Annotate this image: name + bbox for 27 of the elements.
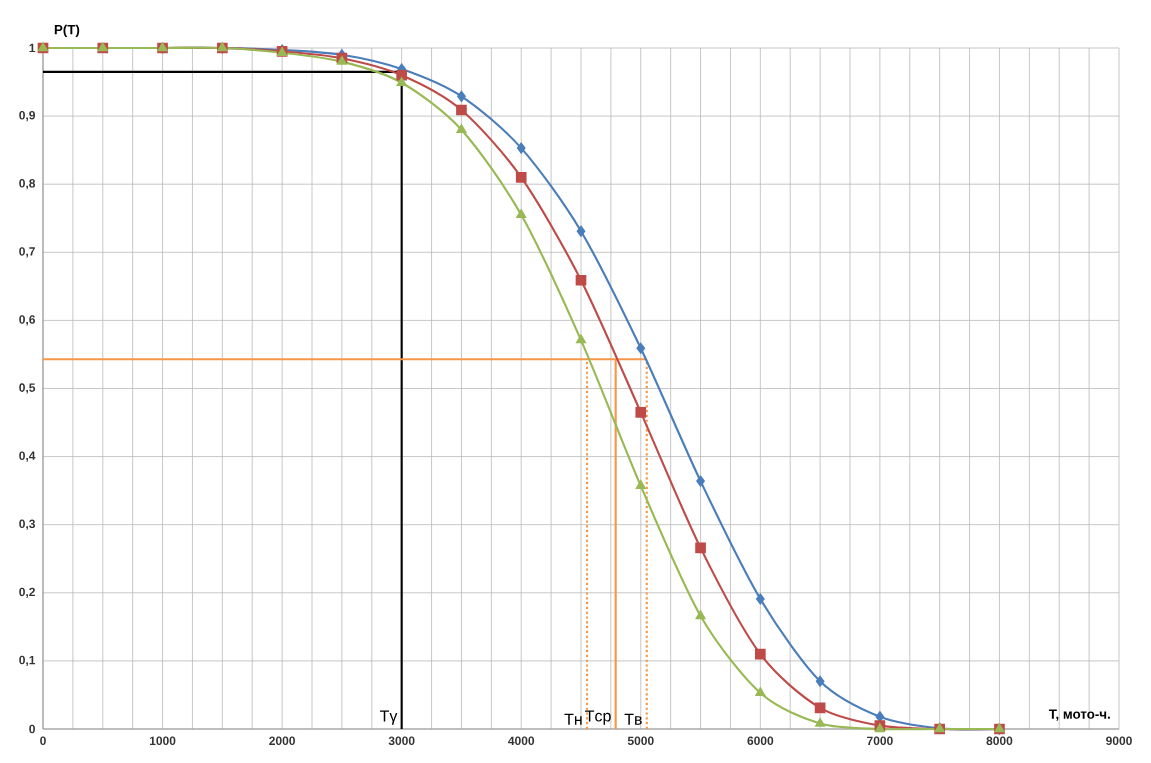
- x-tick-label: 6000: [747, 736, 774, 746]
- y-tick-label: 0,3: [19, 519, 35, 530]
- y-tick-label: 0: [29, 724, 35, 734]
- ref-line-label: Tв: [624, 713, 642, 725]
- x-tick-label: 5000: [627, 736, 654, 746]
- x-tick-label: 1000: [149, 736, 176, 746]
- y-tick-label: 0,2: [19, 587, 35, 598]
- y-tick-label: 0,6: [19, 315, 35, 326]
- y-tick-label: 1: [29, 43, 36, 53]
- y-tick-label: 0,7: [19, 247, 35, 258]
- y-tick-label: 0,1: [19, 655, 36, 667]
- y-tick-label: 0,4: [19, 451, 36, 462]
- x-tick-label: 3000: [388, 736, 415, 746]
- x-tick-label: 4000: [508, 736, 535, 746]
- x-tick-label: 2000: [269, 736, 295, 746]
- y-axis-title: P(T): [54, 24, 80, 38]
- x-tick-label: 8000: [986, 736, 1013, 746]
- y-tick-label: 0,8: [19, 179, 36, 190]
- ref-line-label: Tср: [585, 710, 611, 725]
- y-tick-label: 0,9: [19, 110, 35, 122]
- x-tick-label: 9000: [1106, 736, 1132, 746]
- x-tick-label: 0: [40, 736, 46, 746]
- ref-line-label: Tγ: [379, 710, 398, 725]
- y-tick-label: 0,5: [19, 383, 36, 394]
- x-axis-title: T, мото-ч.: [1048, 709, 1110, 721]
- ref-line-label: Tн: [564, 713, 582, 725]
- x-tick-label: 7000: [867, 736, 893, 746]
